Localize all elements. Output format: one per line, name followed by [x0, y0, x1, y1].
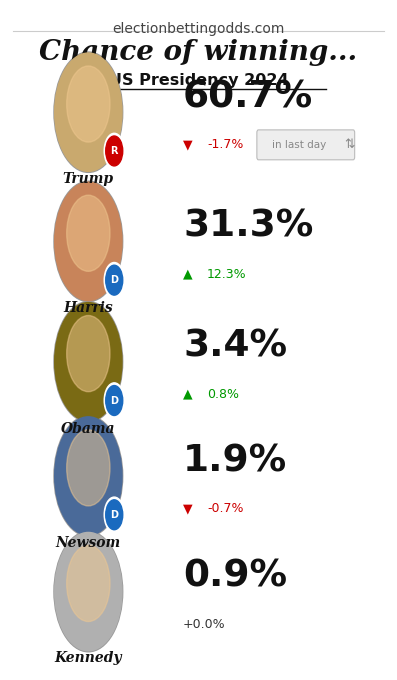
Circle shape — [104, 497, 124, 532]
Text: ▼: ▼ — [183, 502, 193, 515]
Text: Trump: Trump — [63, 172, 114, 186]
Text: electionbettingodds.com: electionbettingodds.com — [112, 22, 285, 36]
Text: ⇅: ⇅ — [344, 138, 355, 152]
Text: Harris: Harris — [64, 301, 113, 316]
Circle shape — [104, 262, 124, 298]
Text: D: D — [110, 510, 118, 520]
Circle shape — [106, 386, 123, 415]
Circle shape — [55, 417, 122, 535]
Circle shape — [67, 66, 110, 142]
Circle shape — [106, 265, 123, 295]
Circle shape — [104, 383, 124, 418]
Circle shape — [104, 133, 124, 169]
Text: 3.4%: 3.4% — [183, 329, 287, 364]
Circle shape — [67, 430, 110, 506]
Circle shape — [106, 136, 123, 166]
Circle shape — [55, 532, 122, 651]
Circle shape — [55, 303, 122, 421]
Text: D: D — [110, 275, 118, 285]
Text: -0.7%: -0.7% — [207, 502, 243, 515]
Text: Chance of winning...: Chance of winning... — [39, 39, 358, 67]
FancyBboxPatch shape — [257, 130, 355, 160]
Circle shape — [67, 545, 110, 622]
Text: D: D — [110, 396, 118, 405]
Circle shape — [67, 316, 110, 392]
Text: 1.9%: 1.9% — [183, 443, 287, 479]
Text: ▲: ▲ — [183, 267, 193, 281]
Circle shape — [55, 53, 122, 171]
Circle shape — [67, 195, 110, 271]
Text: -1.7%: -1.7% — [207, 138, 243, 152]
Circle shape — [55, 182, 122, 301]
Text: 60.7%: 60.7% — [183, 80, 313, 115]
Text: 31.3%: 31.3% — [183, 209, 313, 244]
Text: 12.3%: 12.3% — [207, 267, 247, 281]
Text: Newsom: Newsom — [56, 536, 121, 550]
Text: ▲: ▲ — [183, 388, 193, 401]
Text: US Presidency 2024: US Presidency 2024 — [109, 73, 288, 88]
Text: Kennedy: Kennedy — [54, 651, 122, 666]
Text: in last day: in last day — [272, 140, 326, 150]
Text: 0.8%: 0.8% — [207, 388, 239, 401]
Text: Obama: Obama — [61, 422, 116, 436]
Text: 0.9%: 0.9% — [183, 559, 287, 594]
Circle shape — [106, 500, 123, 530]
Text: ▼: ▼ — [183, 138, 193, 152]
Text: +0.0%: +0.0% — [183, 617, 225, 631]
Text: R: R — [110, 146, 118, 156]
